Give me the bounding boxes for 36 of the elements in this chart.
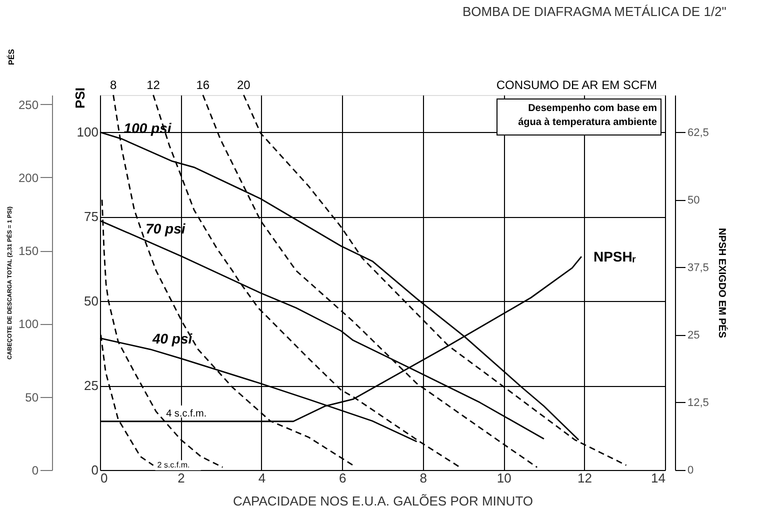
x-tick-label: 2 xyxy=(178,470,185,486)
annotation: Desempenho com base em água à temperatura ambiente xyxy=(518,103,658,128)
x-axis-title: CAPACIDADE NOS E.U.A. GALÕES POR MINUTO xyxy=(232,494,534,508)
series-label: 16 xyxy=(196,78,210,92)
x-tick-label: 4 xyxy=(258,470,266,486)
y2-tick-label: 200 xyxy=(18,170,39,185)
y3-tick-label: 62,5 xyxy=(688,126,709,139)
y2-tick-label: 100 xyxy=(18,317,39,332)
x-tick-label: 10 xyxy=(496,470,512,486)
y3-tick-label: 25 xyxy=(688,329,700,342)
text: PÉS xyxy=(6,48,16,66)
y2-tick-label: 250 xyxy=(18,98,39,112)
y-tick-label: 50 xyxy=(84,294,98,309)
x-tick-label: 0 xyxy=(100,470,108,486)
x-tick-label: 8 xyxy=(420,470,427,486)
y2-tick-label: 50 xyxy=(25,390,39,404)
x-tick-label: 6 xyxy=(339,470,346,486)
series-label: 20 xyxy=(236,78,251,92)
x-tick-label: 12 xyxy=(578,470,592,486)
chart-title: BOMBA DE DIAFRAGMA METÁLICA DE 1/2" xyxy=(462,4,727,19)
y-tick-label: 100 xyxy=(76,124,98,140)
y-tick-label: 25 xyxy=(84,378,98,394)
y2-tick-label: 150 xyxy=(18,244,39,258)
series-label: 4 s.c.f.m. xyxy=(166,408,207,420)
y-tick-label: 75 xyxy=(84,209,98,224)
series-label: 8 xyxy=(110,78,117,92)
y-axis-title: PSI xyxy=(72,88,88,108)
x-tick-label: 14 xyxy=(651,470,666,486)
text: CONSUMO DE AR EM SCFM xyxy=(496,78,657,92)
series-label: NPSHᵣ xyxy=(593,248,636,265)
y3-tick-label: 37,5 xyxy=(688,262,709,274)
y3-axis-title: NPSH EXIGDO EM PÉS xyxy=(716,228,728,338)
y3-tick-label: 50 xyxy=(688,194,700,206)
y3-tick-label: 12,5 xyxy=(688,396,709,409)
series-label: 2 s.c.f.m. xyxy=(157,460,190,470)
series-label: 12 xyxy=(146,78,160,92)
